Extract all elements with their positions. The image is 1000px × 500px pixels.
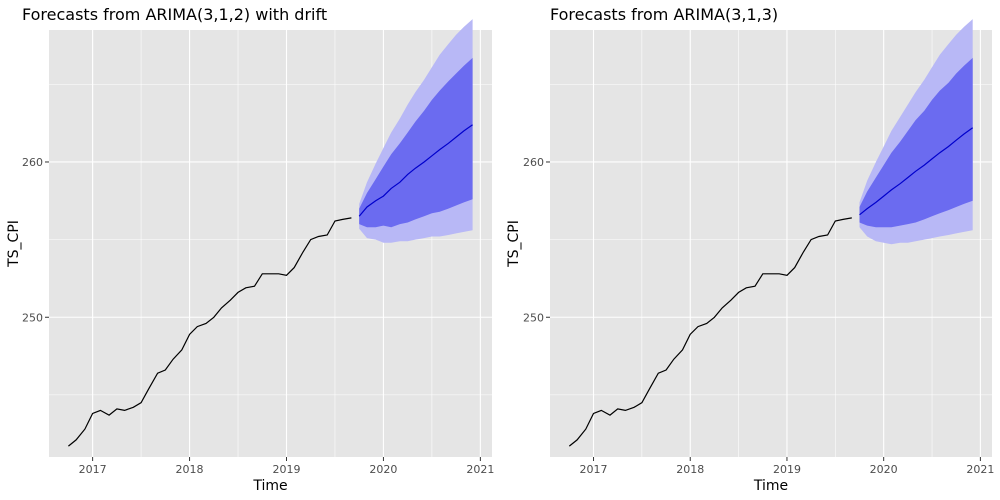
- y-axis-title: TS_CPI: [6, 220, 22, 268]
- x-tick-label: 2019: [773, 463, 801, 476]
- chart-panel-1: 2017 2018 2019 2020 2021 250 260 Forecasts from…: [6, 5, 494, 494]
- x-tick-label: 2021: [966, 463, 994, 476]
- y-axis-title: TS_CPI: [506, 220, 522, 268]
- chart-panel-2: 2017 2018 2019 2020 2021 250 260 Forecasts from…: [506, 5, 994, 494]
- x-tick-label: 2018: [176, 463, 204, 476]
- x-tick-label: 2020: [870, 463, 898, 476]
- history-line: [568, 217, 852, 447]
- x-tick-label: 2019: [272, 463, 300, 476]
- chart-title: Forecasts from ARIMA(3,1,3): [550, 5, 778, 24]
- forecast-band-80: [859, 57, 973, 228]
- x-axis-title: Time: [753, 478, 788, 494]
- x-tick-label: 2017: [580, 463, 608, 476]
- x-tick-label: 2018: [676, 463, 704, 476]
- forecast-mean-line: [859, 127, 974, 216]
- y-tick-label: 250: [523, 311, 544, 324]
- x-tick-label: 2017: [79, 463, 107, 476]
- y-tick-label: 260: [523, 156, 544, 169]
- x-tick-label: 2021: [466, 463, 494, 476]
- forecast-band-80: [359, 57, 473, 228]
- history-line: [68, 217, 352, 447]
- x-tick-label: 2020: [369, 463, 397, 476]
- chart-title: Forecasts from ARIMA(3,1,2) with drift: [22, 5, 327, 24]
- y-tick-label: 260: [22, 156, 43, 169]
- x-axis-title: Time: [252, 478, 287, 494]
- y-tick-label: 250: [22, 311, 43, 324]
- forecast-mean-line: [358, 124, 473, 217]
